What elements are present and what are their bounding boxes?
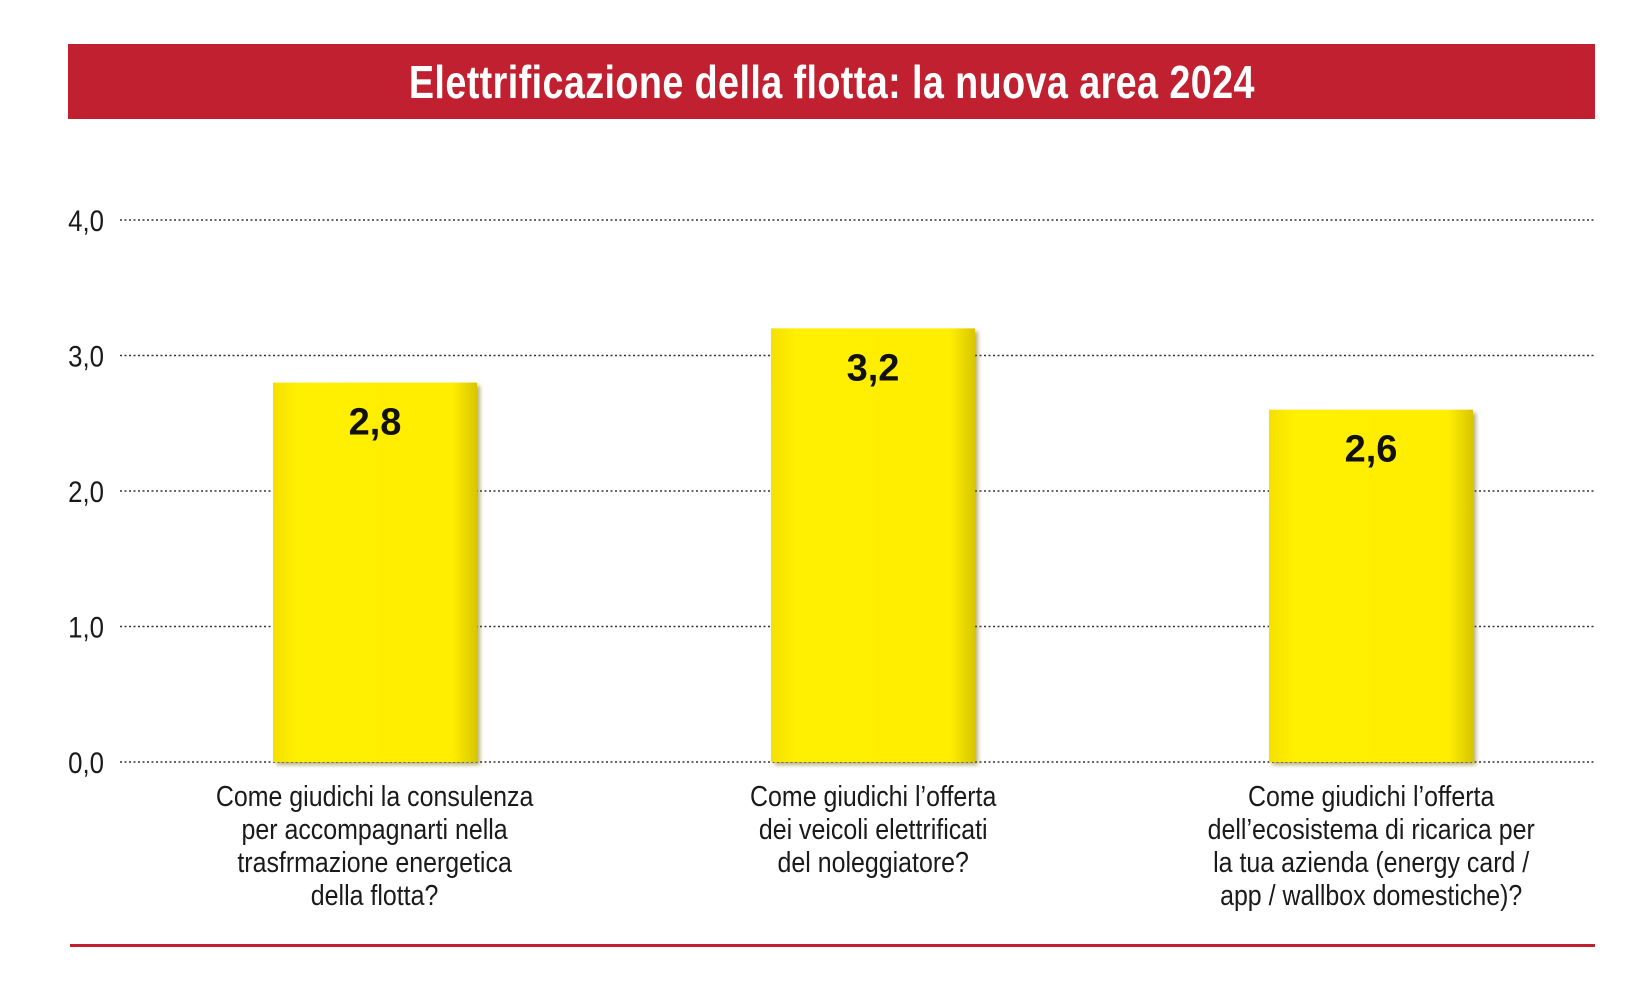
bar [771,328,975,762]
y-tick-label: 4,0 [68,204,104,237]
y-tick-label: 2,0 [68,475,104,508]
chart-title: Elettrificazione della flotta: la nuova … [408,55,1255,108]
category-label: Come giudichi la consulenza per accompag… [216,781,534,912]
y-tick-label: 0,0 [68,746,104,779]
bar [273,382,477,762]
y-axis-ticks: 0,0 1,0 2,0 3,0 4,0 [68,204,104,779]
y-tick-label: 3,0 [68,340,104,373]
data-label: 2,8 [349,402,402,444]
bars [273,328,1473,762]
bottom-rule [70,944,1595,947]
bar [1269,409,1473,762]
data-labels: 2,8 3,2 2,6 [349,347,1398,470]
category-label: Come giudichi l’offerta dell’ecosistema … [1207,781,1535,912]
data-label: 2,6 [1345,429,1398,471]
category-label: Come giudichi l’offerta dei veicoli elet… [749,781,997,879]
title-banner: Elettrificazione della flotta: la nuova … [68,44,1595,119]
data-label: 3,2 [847,347,900,389]
y-tick-label: 1,0 [68,611,104,644]
